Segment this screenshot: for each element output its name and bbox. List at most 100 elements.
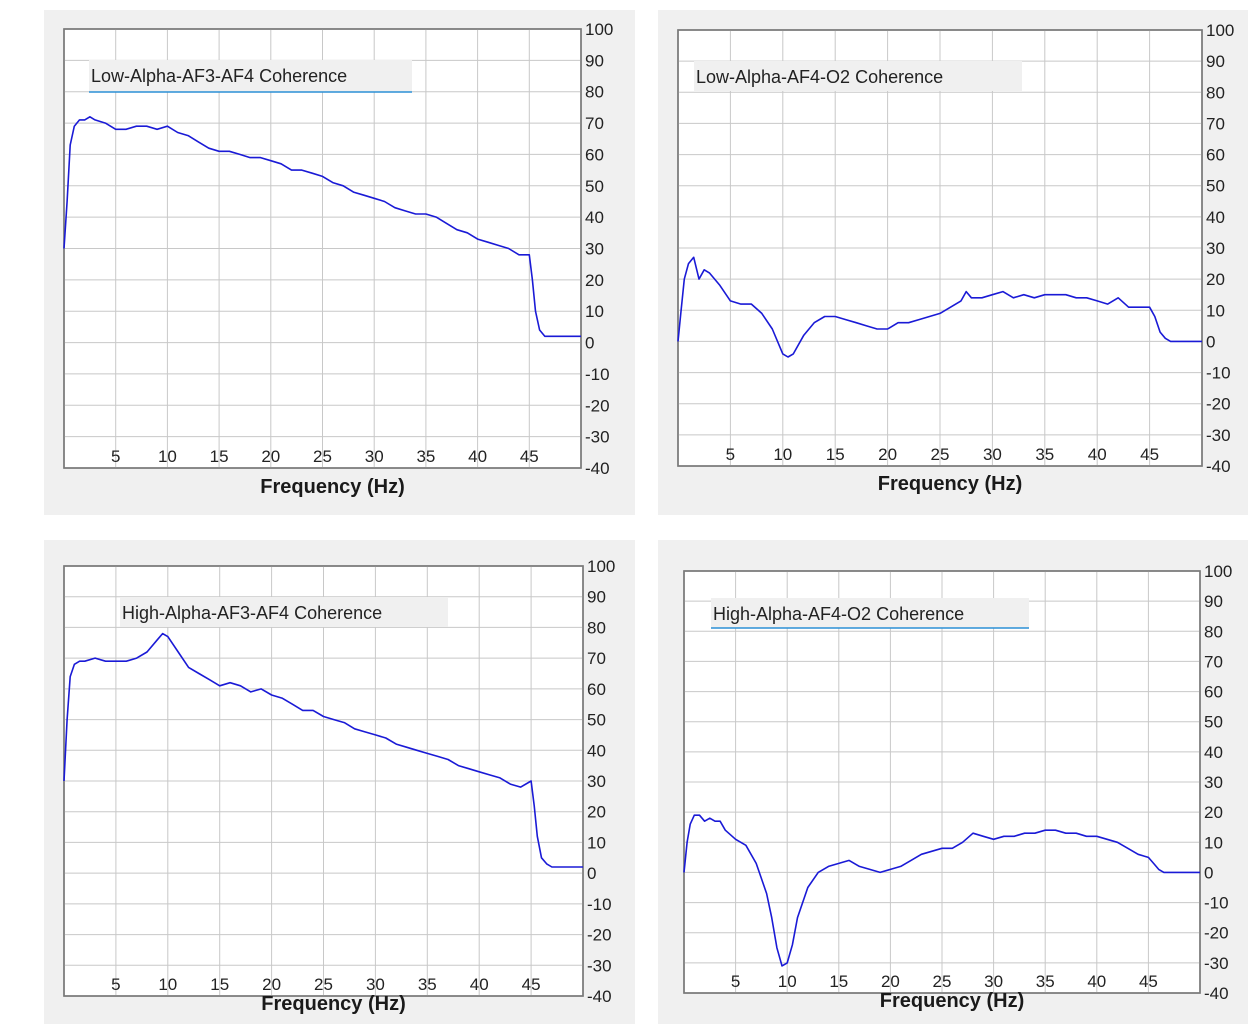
series-line [677,256,1202,358]
y-tick-label: -40 [1204,984,1229,1003]
x-tick-label: 10 [773,445,792,464]
y-tick-label: 80 [1204,622,1223,641]
chart-title: Low-Alpha-AF4-O2 Coherence [696,67,943,87]
x-tick-label: 10 [778,972,797,991]
x-tick-label: 5 [111,975,120,994]
chart-title: High-Alpha-AF3-AF4 Coherence [122,603,382,623]
y-tick-label: 90 [587,588,606,607]
y-tick-label: 100 [585,20,613,39]
x-tick-label: 35 [416,447,435,466]
y-tick-label: 30 [585,240,604,259]
y-tick-label: 10 [585,302,604,321]
y-tick-label: 0 [587,864,596,883]
x-tick-label: 20 [878,445,897,464]
y-tick-label: 20 [585,271,604,290]
y-tick-label: -20 [1206,395,1231,414]
chart-title-box [711,598,1029,628]
x-tick-label: 30 [984,972,1003,991]
y-tick-label: 40 [1206,208,1225,227]
x-tick-label: 15 [210,447,229,466]
x-tick-label: 5 [726,445,735,464]
chart-svg: 5 10 15 20 25 30 35 40 451009080706050403020100-… [683,562,1232,1012]
y-tick-label: -40 [1206,457,1231,476]
y-tick-label: 100 [1206,21,1234,40]
y-tick-label: -10 [585,365,610,384]
y-tick-label: -30 [1206,426,1231,445]
x-tick-label: 45 [1140,445,1159,464]
x-tick-label: 5 [731,972,740,991]
y-tick-label: -40 [585,459,610,478]
chart-panel-high-alpha-af3-af4: 5 10 15 20 25 30 35 40 45 100 90 80 70 60 50 40 30 20 10 0-… [44,540,635,1024]
series-line [683,814,1200,967]
plot-border [683,570,1201,994]
y-tick-label: 40 [1204,743,1223,762]
y-tick-label: 0 [1204,863,1213,882]
y-tick-label: 100 [587,557,615,576]
y-tick-label: 90 [1206,52,1225,71]
y-tick-label: -40 [587,987,612,1006]
x-tick-label: 25 [313,447,332,466]
y-tick-label: 10 [587,833,606,852]
y-tick-label: 30 [587,772,606,791]
x-tick-label: 35 [1036,972,1055,991]
x-tick-label: 30 [365,447,384,466]
y-tick-label: 0 [1206,332,1215,351]
y-tick-label: 30 [1204,773,1223,792]
y-tick-label: 50 [1204,713,1223,732]
y-tick-label: 90 [585,51,604,70]
x-tick-label: 20 [261,447,280,466]
y-tick-label: -20 [585,396,610,415]
chart-svg: 5 10 15 20 25 30 35 40 451009080706050403020100-… [63,557,615,1015]
x-tick-label: 40 [468,447,487,466]
y-tick-label: 60 [587,680,606,699]
x-axis-label: Frequency (Hz) [880,990,1024,1012]
chart-panel-low-alpha-af3-af4: 5 10 15 20 25 30 35 40 45 100 90 80 70 60 50 40 30 20 10 0-… [44,10,635,515]
y-tick-label: 60 [1204,683,1223,702]
x-tick-label: 25 [931,445,950,464]
x-tick-label: 20 [262,975,281,994]
x-tick-label: 40 [1087,972,1106,991]
x-tick-label: 40 [470,975,489,994]
chart-panel-high-alpha-af4-o2: 5 10 15 20 25 30 35 40 45 100 90 80 70 60 50 40 30 20 10 0-… [658,540,1248,1024]
y-tick-label: 100 [1204,562,1232,581]
y-tick-label: 10 [1206,301,1225,320]
x-tick-label: 35 [418,975,437,994]
x-tick-label: 40 [1088,445,1107,464]
y-tick-label: -20 [1204,924,1229,943]
chart-title: Low-Alpha-AF3-AF4 Coherence [91,66,347,86]
x-tick-label: 25 [933,972,952,991]
x-tick-label: 10 [158,447,177,466]
y-tick-label: 20 [1206,270,1225,289]
y-tick-label: -10 [1204,894,1229,913]
y-tick-label: 80 [1206,83,1225,102]
x-tick-label: 15 [826,445,845,464]
chart-title-box [89,60,412,92]
chart-title-box [694,61,1022,91]
y-tick-label: 60 [1206,146,1225,165]
chart-title-box [120,597,448,627]
chart-panel-low-alpha-af4-o2: 5 10 15 20 25 30 35 40 45 100 90 80 70 60 50 40 30 20 10 0-… [658,10,1248,515]
y-tick-label: 60 [585,145,604,164]
x-tick-label: 45 [1139,972,1158,991]
series-line [63,116,581,338]
y-tick-label: 50 [585,177,604,196]
x-axis-label: Frequency (Hz) [261,993,405,1015]
y-tick-label: 10 [1204,833,1223,852]
series-line [63,632,583,868]
x-tick-label: 15 [829,972,848,991]
y-tick-label: -30 [587,956,612,975]
plot-border [677,29,1203,467]
x-tick-label: 35 [1035,445,1054,464]
y-tick-label: 70 [587,649,606,668]
y-tick-label: 0 [585,334,594,353]
y-tick-label: 40 [587,741,606,760]
chart-svg: 5 10 15 20 25 30 35 40 451009080706050403020100-… [677,21,1234,495]
y-tick-label: 50 [1206,177,1225,196]
y-tick-label: 30 [1206,239,1225,258]
x-tick-label: 30 [983,445,1002,464]
y-tick-label: 70 [1206,114,1225,133]
x-tick-label: 10 [158,975,177,994]
x-tick-label: 45 [520,447,539,466]
y-tick-label: 70 [585,114,604,133]
chart-title: High-Alpha-AF4-O2 Coherence [713,604,964,624]
